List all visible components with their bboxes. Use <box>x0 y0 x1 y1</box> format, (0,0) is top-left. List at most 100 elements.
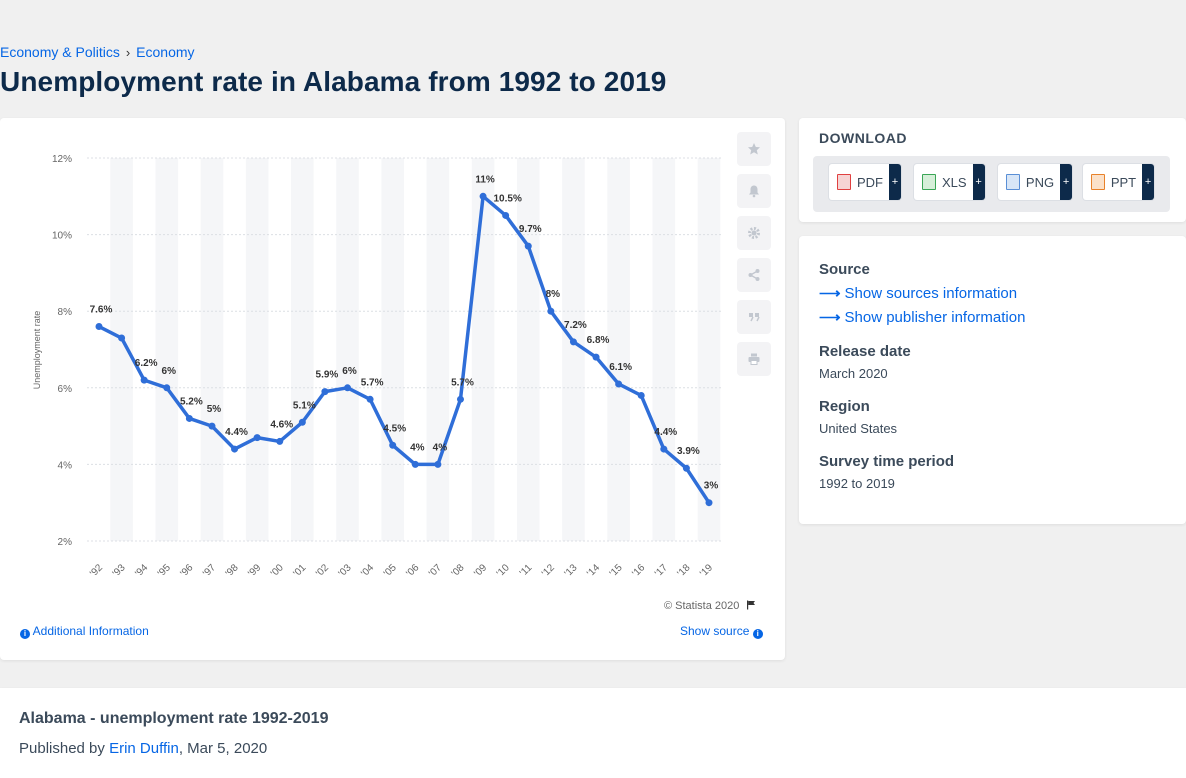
data-label: 4.4% <box>225 427 248 438</box>
download-xls-label: XLS <box>942 174 967 190</box>
region-value: United States <box>819 421 898 436</box>
data-point <box>705 499 713 507</box>
data-point <box>321 388 329 396</box>
x-tick-label: '10 <box>495 562 512 579</box>
breadcrumb-economy-politics[interactable]: Economy & Politics <box>0 44 120 60</box>
show-publisher-link[interactable]: ⟶ Show publisher information <box>819 308 1025 326</box>
data-label: 6.2% <box>135 358 158 369</box>
x-tick-label: '93 <box>111 562 128 579</box>
data-label: 5.1% <box>293 400 316 411</box>
show-source-link[interactable]: Show source i <box>680 624 763 639</box>
x-tick-label: '16 <box>630 562 647 579</box>
data-label: 5.9% <box>316 370 339 381</box>
download-png-button[interactable]: PNG + <box>998 164 1072 200</box>
download-ppt-button[interactable]: PPT + <box>1083 164 1154 200</box>
download-pdf-plus[interactable]: + <box>889 164 901 200</box>
x-tick-label: '95 <box>156 562 173 579</box>
share-button[interactable] <box>737 258 771 292</box>
published-prefix: Published by <box>19 740 105 757</box>
arrow-right-icon: ⟶ <box>819 309 841 326</box>
data-point <box>344 384 352 392</box>
data-point <box>615 380 623 388</box>
print-button[interactable] <box>737 342 771 376</box>
y-tick-label: 8% <box>58 307 73 318</box>
column-band <box>336 158 359 541</box>
x-tick-label: '12 <box>540 562 557 579</box>
favorite-button[interactable] <box>737 132 771 166</box>
data-label: 5% <box>207 404 222 415</box>
download-png-plus[interactable]: + <box>1060 164 1072 200</box>
data-point <box>95 323 103 331</box>
info-icon: i <box>20 629 30 639</box>
column-band <box>381 158 404 541</box>
data-point <box>479 192 487 200</box>
column-band <box>697 158 721 541</box>
x-tick-label: '17 <box>653 562 670 579</box>
cite-button[interactable] <box>737 300 771 334</box>
download-pdf-button[interactable]: PDF + <box>829 164 901 200</box>
survey-period-heading: Survey time period <box>819 453 955 470</box>
print-icon <box>748 353 760 365</box>
data-label: 10.5% <box>493 193 521 204</box>
download-ppt-plus[interactable]: + <box>1142 164 1154 200</box>
column-band <box>516 158 540 541</box>
data-point <box>456 395 464 403</box>
additional-information-link[interactable]: i Additional Information <box>20 624 149 639</box>
show-sources-link[interactable]: ⟶ Show sources information <box>819 284 1017 302</box>
column-band <box>471 158 495 541</box>
breadcrumb-economy[interactable]: Economy <box>136 44 195 60</box>
column-band <box>652 158 676 541</box>
data-point <box>163 384 171 392</box>
y-tick-label: 12% <box>52 154 72 165</box>
settings-button[interactable] <box>737 216 771 250</box>
release-date-value: March 2020 <box>819 366 888 381</box>
y-tick-label: 4% <box>58 460 73 471</box>
download-card: DOWNLOAD PDF + XLS + PNG + PPT + <box>799 118 1186 222</box>
xls-file-icon <box>922 174 936 190</box>
x-tick-label: '07 <box>427 562 444 579</box>
download-xls-plus[interactable]: + <box>972 164 985 200</box>
x-tick-label: '97 <box>201 562 218 579</box>
download-buttons: PDF + XLS + PNG + PPT + <box>813 156 1170 212</box>
author-link[interactable]: Erin Duffin <box>109 740 179 757</box>
star-icon <box>748 143 760 155</box>
data-label: 6% <box>342 366 357 377</box>
data-label: 3% <box>704 481 719 492</box>
column-band <box>562 158 585 541</box>
y-tick-label: 10% <box>52 231 72 242</box>
data-point <box>185 414 193 422</box>
statistic-title: Alabama - unemployment rate 1992-2019 <box>19 710 329 727</box>
data-point <box>208 422 216 430</box>
data-label: 4% <box>433 442 448 453</box>
data-label: 4.6% <box>270 419 293 430</box>
download-xls-button[interactable]: XLS + <box>914 164 985 200</box>
data-point <box>411 460 419 468</box>
x-tick-label: '03 <box>337 562 354 579</box>
x-tick-label: '94 <box>133 562 150 579</box>
data-point <box>366 395 374 403</box>
column-band <box>155 158 179 541</box>
data-label: 5.7% <box>361 377 384 388</box>
x-tick-label: '99 <box>246 562 263 579</box>
x-tick-label: '06 <box>404 562 421 579</box>
show-publisher-label: Show publisher information <box>844 309 1026 326</box>
data-point <box>434 460 442 468</box>
x-tick-label: '00 <box>269 562 286 579</box>
ppt-file-icon <box>1091 174 1105 190</box>
notification-button[interactable] <box>737 174 771 208</box>
data-label: 7.6% <box>90 305 113 316</box>
publication-card: Alabama - unemployment rate 1992-2019 Pu… <box>0 688 1186 778</box>
published-date: , Mar 5, 2020 <box>178 740 268 757</box>
data-point <box>637 391 645 399</box>
published-by: Published by Erin Duffin, Mar 5, 2020 <box>19 740 267 757</box>
column-band <box>110 158 133 541</box>
data-label: 6.8% <box>587 335 610 346</box>
flag-icon[interactable] <box>746 600 756 610</box>
gear-icon <box>748 227 760 239</box>
y-tick-label: 6% <box>58 384 73 395</box>
quote-icon <box>749 313 760 322</box>
show-source-label: Show source <box>680 624 750 638</box>
arrow-right-icon: ⟶ <box>819 285 841 302</box>
x-tick-label: '18 <box>676 562 693 579</box>
breadcrumb-separator: › <box>125 44 131 60</box>
